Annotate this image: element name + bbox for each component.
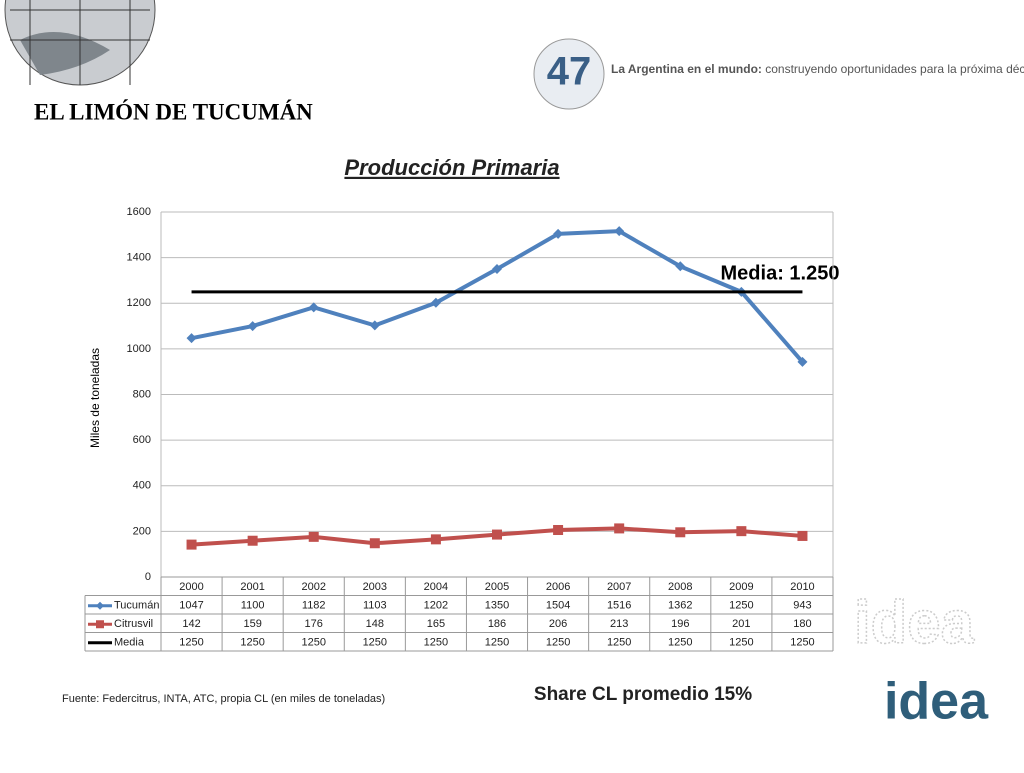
table-value: 213 (610, 618, 628, 630)
legend-marker (96, 620, 104, 629)
point-marker (247, 321, 258, 332)
y-tick-label: 200 (133, 525, 151, 537)
chart: 0 200 400 600 800 1000 1200 1400 1600 2000 2001 200… (84, 206, 834, 652)
table-value: 1250 (179, 637, 203, 649)
point-marker (430, 297, 441, 308)
table-value: 1250 (424, 637, 448, 649)
point-marker (797, 356, 808, 367)
point-marker (369, 538, 380, 549)
table-value: 142 (182, 618, 200, 630)
logo-text: 47 (547, 50, 592, 94)
tagline-rest: construyendo oportunidades para la próxi… (765, 62, 1024, 76)
y-tick-label: 0 (145, 571, 151, 583)
point-marker (430, 534, 441, 545)
table-value: 1103 (363, 600, 387, 612)
point-marker (492, 264, 502, 275)
table-value: 1202 (424, 600, 448, 612)
table-value: 1250 (668, 637, 692, 649)
point-marker (186, 539, 197, 550)
point-marker (369, 320, 380, 331)
table-value: 1362 (668, 600, 692, 612)
x-tick-label: 2003 (363, 581, 387, 593)
x-tick-label: 2004 (424, 581, 448, 593)
point-marker (675, 527, 686, 538)
legend-label: Citrusvil (114, 618, 153, 630)
point-marker (614, 523, 625, 534)
legend-label: Tucumán (114, 600, 159, 612)
point-marker (492, 529, 502, 540)
table-value: 1250 (607, 637, 631, 649)
share-note: Share CL promedio 15% (534, 684, 752, 705)
annotation: Media: 1.250 (721, 262, 840, 284)
point-marker (797, 530, 808, 541)
point-marker (186, 333, 197, 344)
tagline: La Argentina en el mundo: construyendo o… (611, 62, 1024, 76)
table-value: 1182 (302, 600, 326, 612)
table-value: 1516 (607, 600, 631, 612)
y-tick-label: 1200 (127, 297, 151, 309)
point-marker (675, 261, 686, 272)
x-tick-label: 2010 (790, 581, 814, 593)
table-value: 1504 (546, 600, 570, 612)
table-value: 159 (243, 618, 261, 630)
table-value: 1250 (240, 637, 264, 649)
point-marker (247, 535, 258, 546)
table-value: 148 (366, 618, 384, 630)
table-value: 180 (793, 618, 811, 630)
table-value: 1100 (241, 600, 265, 612)
point-marker (736, 526, 747, 537)
x-tick-label: 2007 (607, 581, 631, 593)
x-tick-label: 2008 (668, 581, 692, 593)
table-value: 201 (732, 618, 750, 630)
y-tick-label: 1600 (127, 206, 151, 218)
y-tick-label: 800 (133, 388, 151, 400)
y-tick-label: 400 (133, 480, 151, 492)
y-tick-label: 600 (133, 434, 151, 446)
x-tick-label: 2001 (240, 581, 264, 593)
series-line (191, 229, 804, 364)
table-value: 206 (549, 618, 567, 630)
x-tick-label: 2005 (485, 581, 509, 593)
table-value: 1250 (363, 637, 387, 649)
x-tick-label: 2000 (179, 581, 203, 593)
table-value: 186 (488, 618, 506, 630)
table-value: 165 (427, 618, 445, 630)
y-axis-label: Miles de toneladas (88, 348, 102, 448)
chart-title: Producción Primaria (344, 155, 559, 180)
x-tick-label: 2009 (729, 581, 753, 593)
table-value: 1350 (485, 600, 509, 612)
x-tick-label: 2002 (301, 581, 325, 593)
table-value: 943 (793, 600, 811, 612)
legend-label: Media (114, 637, 145, 649)
point-marker (553, 228, 564, 239)
table-value: 1250 (485, 637, 509, 649)
point-marker (308, 531, 319, 542)
point-marker (553, 525, 564, 536)
x-tick-label: 2006 (546, 581, 570, 593)
y-tick-label: 1000 (127, 343, 151, 355)
logo-idea-dark: idea (884, 673, 989, 731)
point-marker (614, 226, 625, 237)
table-value: 1047 (179, 600, 203, 612)
y-tick-label: 1400 (127, 252, 151, 264)
slide-title: EL LIMÓN DE TUCUMÁN (34, 98, 313, 124)
table-value: 1250 (790, 637, 814, 649)
source-note: Fuente: Federcitrus, INTA, ATC, propia C… (62, 693, 385, 705)
table-value: 1250 (729, 637, 753, 649)
tagline-bold: La Argentina en el mundo: (611, 62, 762, 76)
table-value: 1250 (301, 637, 325, 649)
logo-47: 47 (533, 38, 605, 110)
logo-idea-light: idea (854, 589, 975, 656)
table-value: 1250 (546, 637, 570, 649)
table-value: 176 (305, 618, 323, 630)
point-marker (308, 302, 319, 313)
table-value: 196 (671, 618, 689, 630)
legend-marker (96, 601, 104, 610)
globe-decoration (4, 0, 156, 86)
table-value: 1250 (729, 600, 753, 612)
